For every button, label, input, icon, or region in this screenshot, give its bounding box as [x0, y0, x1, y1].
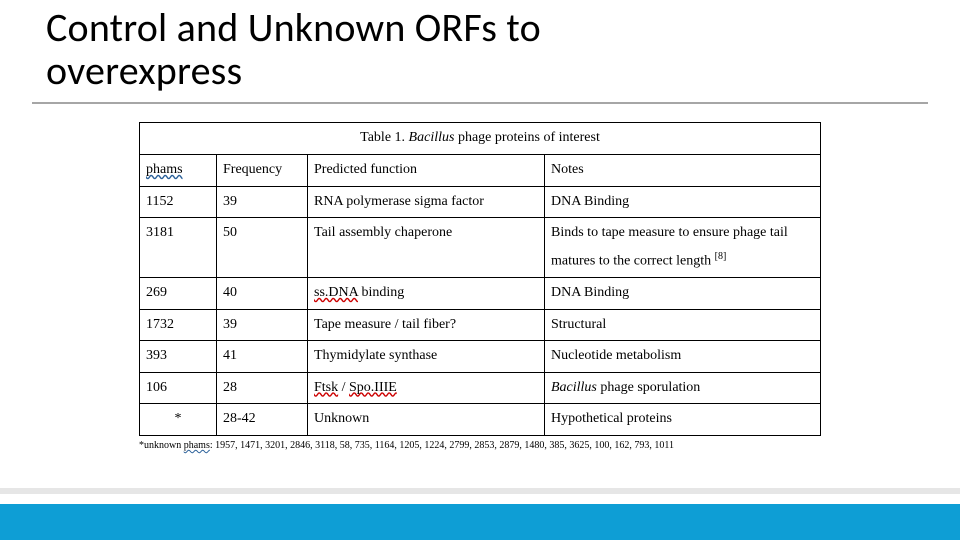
cell-notes: DNA Binding [545, 186, 821, 218]
cell-phams: * [140, 404, 217, 436]
content-area: Table 1. Bacillus phage proteins of inte… [0, 122, 960, 453]
cell-notes: Binds to tape measure to ensure phage ta… [545, 218, 821, 278]
table-footnote: *unknown phams: 1957, 1471, 3201, 2846, … [139, 439, 821, 453]
table-row: 393 41 Thymidylate synthase Nucleotide m… [140, 341, 821, 373]
caption-prefix: Table 1. [360, 130, 408, 145]
col-header-phams: phams [140, 154, 217, 186]
cell-freq: 50 [217, 218, 308, 278]
cell-notes: DNA Binding [545, 278, 821, 310]
cell-freq: 40 [217, 278, 308, 310]
footer-strip-blue [0, 504, 960, 540]
cell-phams: 269 [140, 278, 217, 310]
cell-notes: Nucleotide metabolism [545, 341, 821, 373]
cell-func: Thymidylate synthase [308, 341, 545, 373]
col-header-notes: Notes [545, 154, 821, 186]
cell-func: ss.DNA binding [308, 278, 545, 310]
caption-suffix: phage proteins of interest [454, 130, 599, 145]
title-line-2: overexpress [46, 46, 242, 95]
table-row: 269 40 ss.DNA binding DNA Binding [140, 278, 821, 310]
cell-freq: 28-42 [217, 404, 308, 436]
cell-func: Tail assembly chaperone [308, 218, 545, 278]
cell-notes: Structural [545, 309, 821, 341]
cell-freq: 28 [217, 372, 308, 404]
title-underline [32, 102, 928, 104]
cell-notes: Bacillus phage sporulation [545, 372, 821, 404]
cell-phams: 1152 [140, 186, 217, 218]
col-header-function: Predicted function [308, 154, 545, 186]
cell-notes: Hypothetical proteins [545, 404, 821, 436]
cell-func: Unknown [308, 404, 545, 436]
table-row: 1732 39 Tape measure / tail fiber? Struc… [140, 309, 821, 341]
table-caption: Table 1. Bacillus phage proteins of inte… [139, 122, 821, 154]
cell-freq: 39 [217, 309, 308, 341]
cell-phams: 393 [140, 341, 217, 373]
slide: Control and Unknown ORFs to overexpress … [0, 6, 960, 540]
footer-strip [0, 484, 960, 540]
table-container: Table 1. Bacillus phage proteins of inte… [139, 122, 821, 453]
table-row: * 28-42 Unknown Hypothetical proteins [140, 404, 821, 436]
footer-strip-white [0, 494, 960, 504]
cell-phams: 1732 [140, 309, 217, 341]
cell-phams: 3181 [140, 218, 217, 278]
cell-freq: 39 [217, 186, 308, 218]
cell-func: Tape measure / tail fiber? [308, 309, 545, 341]
title-line-1: Control and Unknown ORFs to [46, 3, 541, 52]
cell-func: Ftsk / Spo.IIIE [308, 372, 545, 404]
table-header-row: phams Frequency Predicted function Notes [140, 154, 821, 186]
table-row: 106 28 Ftsk / Spo.IIIE Bacillus phage sp… [140, 372, 821, 404]
cell-phams: 106 [140, 372, 217, 404]
phage-proteins-table: Table 1. Bacillus phage proteins of inte… [139, 122, 821, 436]
slide-title: Control and Unknown ORFs to overexpress [46, 6, 960, 92]
cell-func: RNA polymerase sigma factor [308, 186, 545, 218]
cell-freq: 41 [217, 341, 308, 373]
col-header-frequency: Frequency [217, 154, 308, 186]
table-row: 3181 50 Tail assembly chaperone Binds to… [140, 218, 821, 278]
table-row: 1152 39 RNA polymerase sigma factor DNA … [140, 186, 821, 218]
caption-italic: Bacillus [409, 130, 455, 145]
